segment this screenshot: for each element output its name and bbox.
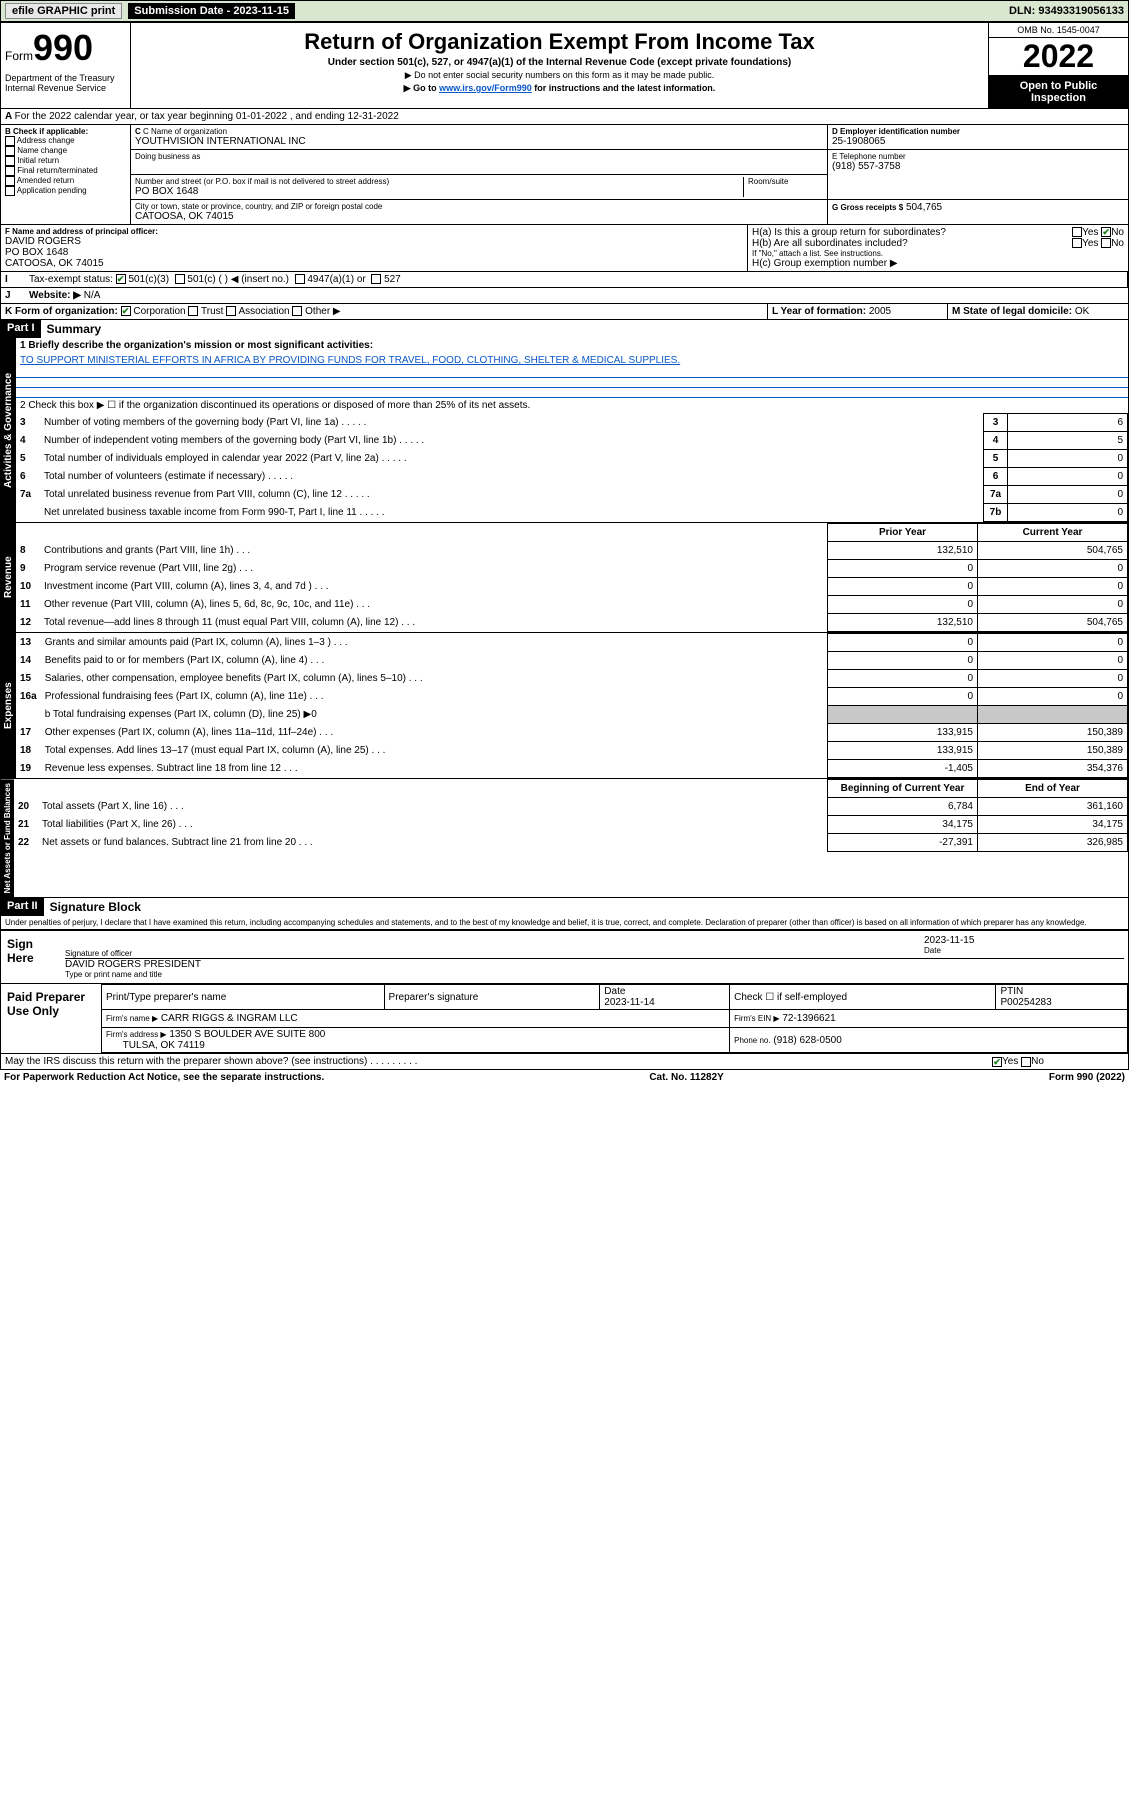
sig-name-label: Type or print name and title: [65, 970, 1124, 979]
year-formed: 2005: [869, 306, 891, 317]
i-label: Tax-exempt status:: [29, 274, 113, 285]
addr-label: Number and street (or P.O. box if mail i…: [135, 177, 743, 186]
mission-text: TO SUPPORT MINISTERIAL EFFORTS IN AFRICA…: [16, 353, 1128, 368]
c3-check[interactable]: [116, 274, 126, 284]
part1-title: Summary: [41, 320, 108, 338]
domicile-state: OK: [1075, 306, 1089, 317]
tab-revenue: Revenue: [1, 523, 16, 632]
preparer-table: Print/Type preparer's name Preparer's si…: [101, 984, 1128, 1053]
tax-year: 2022: [989, 38, 1128, 76]
section-b-label: B Check if applicable:: [5, 127, 126, 136]
city-label: City or town, state or province, country…: [135, 202, 823, 211]
org-name: YOUTHVISION INTERNATIONAL INC: [135, 136, 823, 147]
line-a: A For the 2022 calendar year, or tax yea…: [1, 109, 403, 124]
revenue-table: Prior YearCurrent Year8Contributions and…: [16, 523, 1128, 632]
discuss-yes[interactable]: [992, 1057, 1002, 1067]
line2: 2 Check this box ▶ ☐ if the organization…: [16, 398, 1128, 413]
officer-addr1: PO BOX 1648: [5, 247, 743, 258]
form-title: Return of Organization Exempt From Incom…: [139, 29, 980, 55]
sign-here-label: Sign Here: [1, 931, 61, 983]
g-label: G Gross receipts $: [832, 203, 903, 212]
sig-officer-label: Signature of officer: [65, 949, 924, 958]
tab-activities: Activities & Governance: [1, 338, 16, 522]
form-header: Form990 Department of the TreasuryIntern…: [0, 22, 1129, 109]
d-label: D Employer identification number: [832, 127, 1124, 136]
sig-date: 2023-11-15: [924, 935, 1124, 946]
check-final-return-terminated[interactable]: Final return/terminated: [5, 166, 126, 176]
submission-date: Submission Date - 2023-11-15: [128, 3, 295, 19]
sig-name: DAVID ROGERS PRESIDENT: [65, 959, 1124, 970]
phone: (918) 557-3758: [832, 161, 1124, 172]
netassets-table: Beginning of Current YearEnd of Year20To…: [14, 779, 1128, 852]
expenses-table: 13Grants and similar amounts paid (Part …: [16, 633, 1128, 778]
h-a: H(a) Is this a group return for subordin…: [752, 227, 1124, 238]
governance-table: 3Number of voting members of the governi…: [16, 413, 1128, 522]
discuss-no[interactable]: [1021, 1057, 1031, 1067]
tab-netassets: Net Assets or Fund Balances: [1, 779, 14, 897]
corp-check[interactable]: [121, 306, 131, 316]
line1-label: 1 Briefly describe the organization's mi…: [20, 340, 373, 351]
note-link: ▶ Go to www.irs.gov/Form990 for instruct…: [139, 83, 980, 94]
part1-hdr: Part I: [1, 320, 41, 338]
note-ssn: ▶ Do not enter social security numbers o…: [139, 70, 980, 81]
sig-date-label: Date: [924, 946, 1124, 955]
ein: 25-1908065: [832, 136, 1124, 147]
irs-link[interactable]: www.irs.gov/Form990: [439, 83, 532, 93]
h-b: H(b) Are all subordinates included? Yes …: [752, 238, 1124, 249]
officer-addr2: CATOOSA, OK 74015: [5, 258, 743, 269]
form-subtitle: Under section 501(c), 527, or 4947(a)(1)…: [139, 57, 980, 68]
dba-label: Doing business as: [135, 152, 823, 161]
part2-hdr: Part II: [1, 898, 44, 916]
officer-name: DAVID ROGERS: [5, 236, 743, 247]
f-label: F Name and address of principal officer:: [5, 227, 743, 236]
form-number: Form990: [5, 27, 126, 69]
check-address-change[interactable]: Address change: [5, 136, 126, 146]
part2-title: Signature Block: [44, 898, 147, 916]
k-label: K Form of organization:: [5, 306, 118, 317]
m-label: M State of legal domicile:: [952, 306, 1072, 317]
h-b-note: If "No," attach a list. See instructions…: [752, 249, 1124, 258]
check-initial-return[interactable]: Initial return: [5, 156, 126, 166]
discuss-q: May the IRS discuss this return with the…: [1, 1054, 988, 1069]
footer: For Paperwork Reduction Act Notice, see …: [0, 1070, 1129, 1085]
website: N/A: [84, 290, 101, 301]
c-name-label: C C Name of organization: [135, 127, 823, 136]
declaration: Under penalties of perjury, I declare th…: [1, 916, 1091, 929]
tab-expenses: Expenses: [1, 633, 16, 778]
gross-receipts: 504,765: [906, 202, 942, 213]
check-application-pending[interactable]: Application pending: [5, 186, 126, 196]
paid-preparer-label: Paid Preparer Use Only: [1, 984, 101, 1053]
e-label: E Telephone number: [832, 152, 1124, 161]
street-addr: PO BOX 1648: [135, 186, 743, 197]
city: CATOOSA, OK 74015: [135, 211, 823, 222]
j-label: Website: ▶: [29, 290, 81, 301]
omb-number: OMB No. 1545-0047: [989, 23, 1128, 38]
dept-treasury: Department of the TreasuryInternal Reven…: [5, 73, 126, 93]
efile-btn[interactable]: efile GRAPHIC print: [5, 3, 122, 19]
check-amended-return[interactable]: Amended return: [5, 176, 126, 186]
h-c: H(c) Group exemption number ▶: [752, 258, 1124, 269]
top-bar: efile GRAPHIC print Submission Date - 20…: [0, 0, 1129, 22]
open-public: Open to Public Inspection: [989, 76, 1128, 108]
room-label: Room/suite: [743, 177, 823, 197]
l-label: L Year of formation:: [772, 306, 866, 317]
check-name-change[interactable]: Name change: [5, 146, 126, 156]
dln: DLN: 93493319056133: [1009, 5, 1124, 17]
